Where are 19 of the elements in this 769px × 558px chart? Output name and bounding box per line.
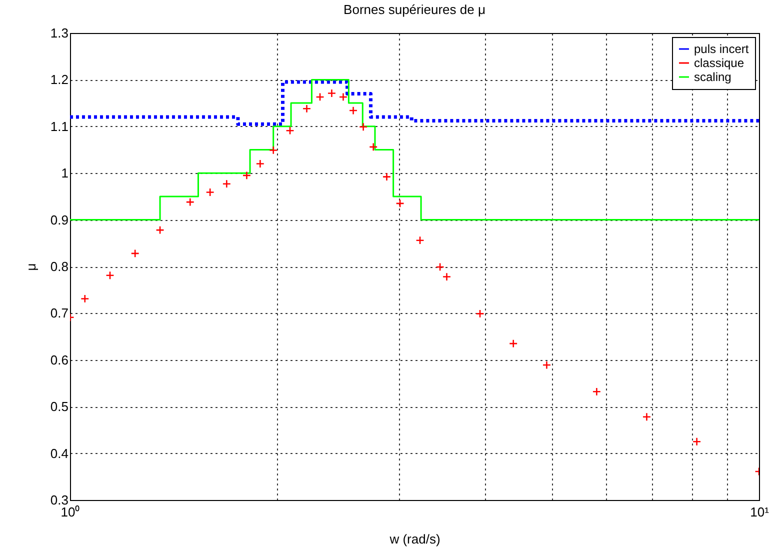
x-tick-label: 10¹ (750, 504, 769, 520)
legend-label: classique (694, 56, 744, 70)
y-tick-label: 0.6 (50, 352, 68, 368)
y-tick-label: 0.8 (50, 259, 68, 274)
y-tick-label: 1 (61, 166, 68, 181)
y-axis-title: μ (23, 263, 38, 271)
legend-label: puls incert (694, 42, 750, 56)
x-axis-title: w (rad/s) (388, 532, 440, 546)
y-tick-label: 1.1 (50, 118, 68, 134)
y-tick-label: 0.3 (50, 492, 68, 508)
y-tick-label: 0.5 (50, 399, 68, 414)
legend-label: scaling (694, 70, 732, 84)
x-tick-label: 10⁰ (60, 504, 80, 520)
chart-title: Bornes supérieures de μ (344, 2, 486, 17)
y-tick-label: 1.2 (50, 72, 68, 88)
y-tick-label: 0.4 (50, 446, 68, 461)
y-tick-label: 0.9 (50, 212, 68, 228)
y-tick-label: 0.7 (50, 306, 68, 321)
y-tick-label: 1.3 (50, 26, 68, 40)
